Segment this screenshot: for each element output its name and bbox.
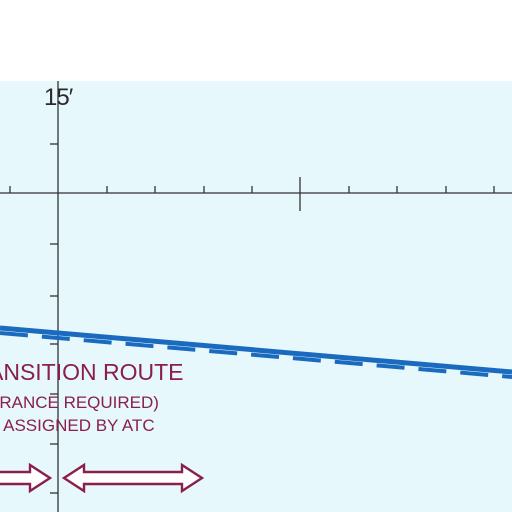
minute-label: 15′ [44,84,73,111]
route-title: ANSITION ROUTE [0,359,184,385]
double-arrow-left-icon [0,462,53,494]
latitude-ticks [50,81,59,512]
route-note: ARANCE REQUIRED) [0,393,159,412]
map-background [0,81,512,512]
longitude-ticks [0,177,512,211]
airway-route-line [0,325,512,379]
route-altitude: E ASSIGNED BY ATC [0,416,155,435]
double-arrow-right-icon [61,462,205,494]
route-line-base [0,325,512,375]
route-line-dashes [0,331,512,379]
route-arrows [0,462,205,494]
